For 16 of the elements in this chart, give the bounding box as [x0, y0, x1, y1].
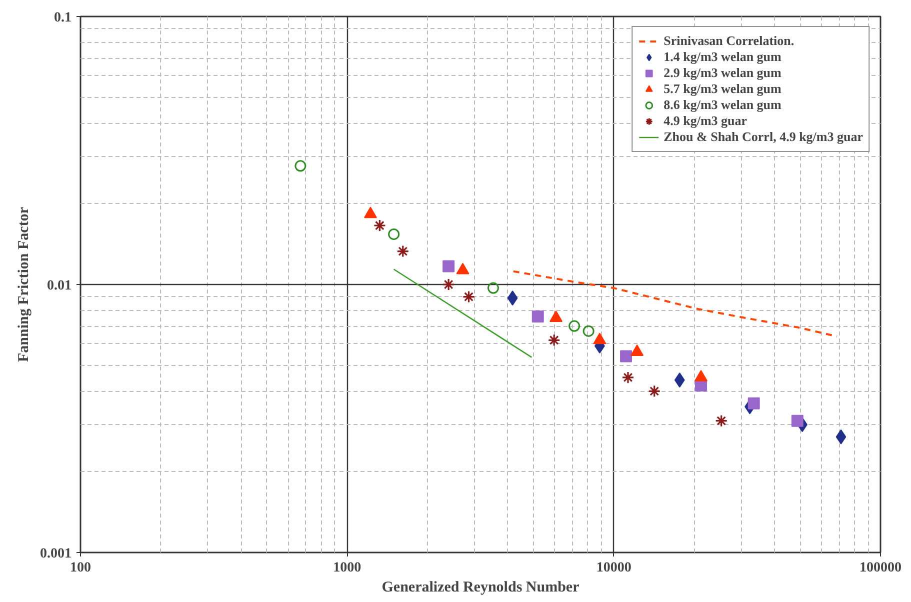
legend-label: 1.4 kg/m3 welan gum: [664, 49, 782, 65]
y-tick-label: 0.001: [40, 546, 72, 562]
x-tick-label: 10000: [596, 560, 632, 576]
x-tick-label: 1000: [333, 560, 362, 576]
legend-label: 4.9 kg/m3 guar: [664, 113, 748, 129]
y-tick-label: 0.01: [47, 278, 72, 294]
x-axis-title: Generalized Reynolds Number: [382, 580, 580, 596]
x-tick-label: 100000: [860, 560, 902, 576]
x-tick-label: 100: [70, 560, 91, 576]
legend-label: 2.9 kg/m3 welan gum: [664, 65, 782, 81]
y-tick-label: 0.1: [54, 10, 72, 26]
legend-label: 5.7 kg/m3 welan gum: [664, 81, 782, 97]
legend-label: Zhou & Shah Corrl, 4.9 kg/m3 guar: [664, 129, 863, 145]
y-axis-title: Fanning Friction Factor: [16, 206, 32, 362]
legend-label: 8.6 kg/m3 welan gum: [664, 97, 782, 113]
legend-label: Srinivasan Correlation.: [664, 33, 794, 49]
